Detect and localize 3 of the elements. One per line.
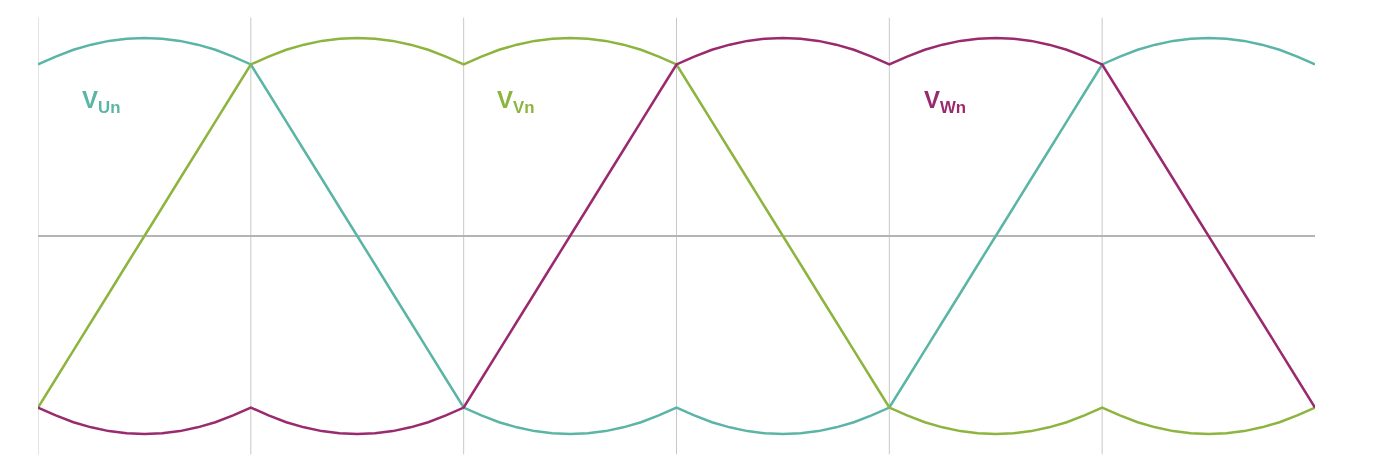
series-label: V$_{Un}$: [82, 86, 121, 118]
series-label: V$_{Wn}$: [924, 86, 967, 118]
series-label: V$_{Vn}$: [497, 86, 535, 118]
